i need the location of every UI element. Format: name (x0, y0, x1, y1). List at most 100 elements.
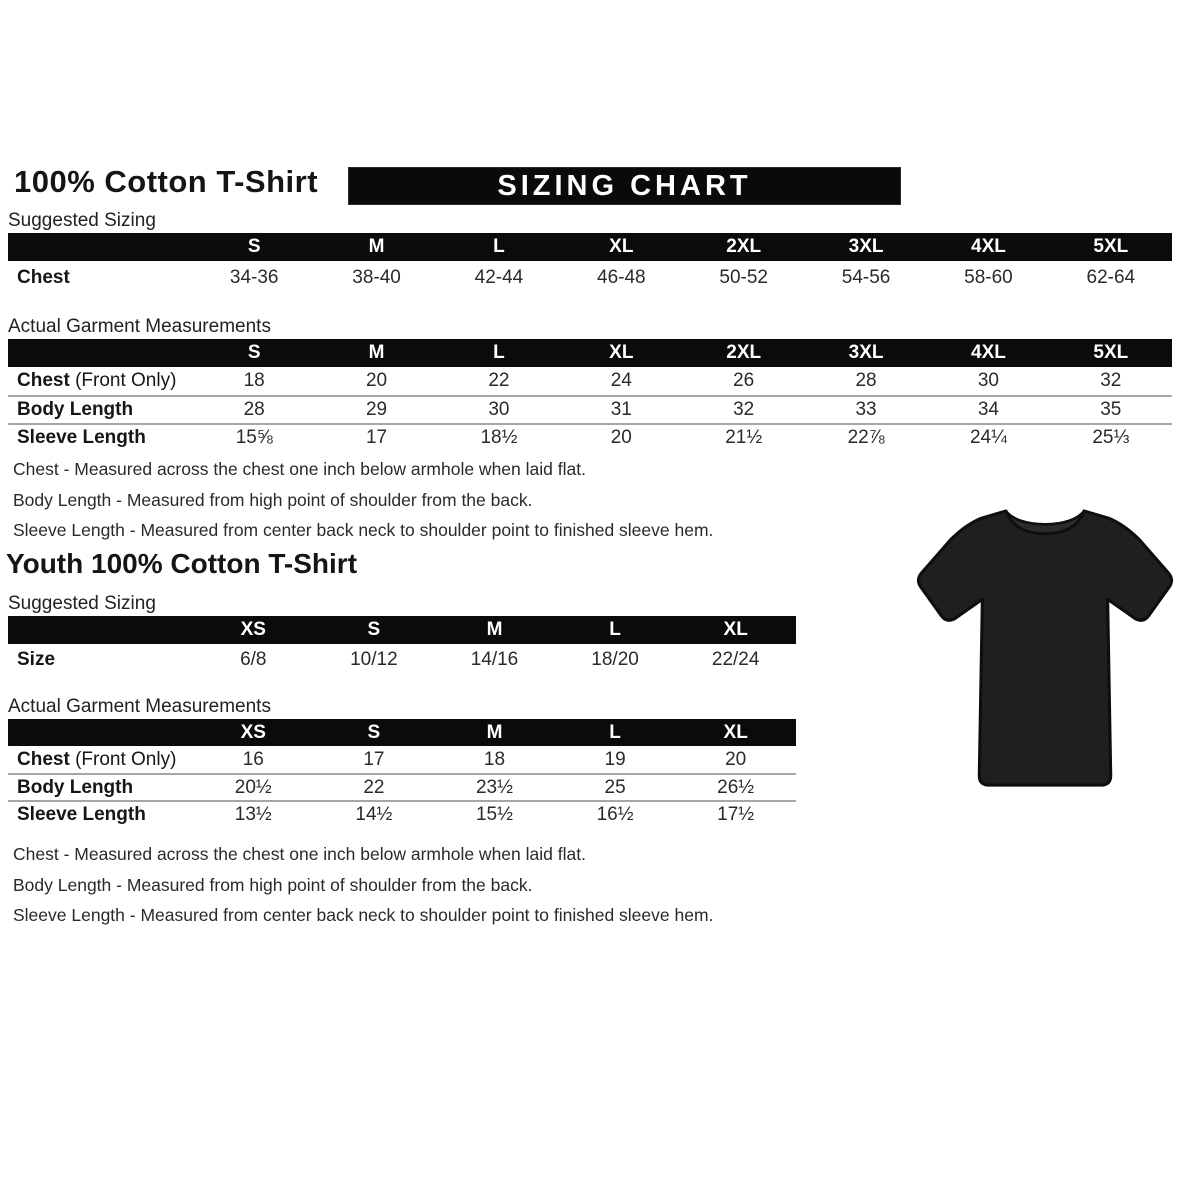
measurement-cell: 18½ (480, 427, 518, 448)
size-col-header: S (367, 721, 381, 743)
row-label: Sleeve Length (17, 427, 146, 448)
size-col-header: L (493, 236, 505, 257)
size-col-header: M (368, 342, 385, 363)
chest-range-cell: 46-48 (597, 266, 646, 288)
measurement-cell: 32 (733, 399, 755, 420)
size-col-header: 4XL (971, 342, 1006, 363)
adult-measurement-notes: Chest - Measured across the chest one in… (13, 459, 713, 551)
size-col-header: XL (609, 236, 634, 257)
measurement-cell: 20 (365, 370, 388, 391)
size-col-header: L (609, 721, 621, 743)
measurement-cell: 14½ (355, 803, 393, 825)
measurement-cell: 18 (243, 370, 265, 391)
measurement-note: Chest - Measured across the chest one in… (13, 459, 586, 479)
measurement-cell: 17 (363, 748, 385, 770)
adult-actual-measurements-table: S M L XL 2XL 3XL 4XL 5XL Chest (Front On… (8, 339, 1172, 451)
measurement-cell: 22 (488, 370, 510, 391)
measurement-cell: 22 (363, 776, 385, 798)
size-col-header: XL (723, 619, 748, 640)
size-range-cell: 10/12 (350, 648, 398, 670)
size-range-cell: 18/20 (591, 648, 639, 670)
adult-sleeve-length-row: Sleeve Length 15⅝ 17 18½ 20 21½ 22⅞ 24¼ … (8, 423, 1172, 451)
size-range-cell: 14/16 (470, 648, 519, 670)
youth-actual-measurements-table: XS S M L XL Chest (Front Only) 16 17 18 … (8, 719, 796, 827)
measurement-cell: 34 (977, 399, 999, 420)
adult-chest-row: Chest (Front Only) 18 20 22 24 26 28 30 … (8, 367, 1172, 395)
chest-range-cell: 58-60 (964, 266, 1013, 288)
row-label: Sleeve Length (17, 803, 146, 825)
size-col-header: 5XL (1093, 236, 1129, 257)
adult-suggested-header-row: S M L XL 2XL 3XL 4XL 5XL (8, 233, 1172, 261)
chest-range-cell: 54-56 (841, 266, 891, 288)
measurement-note: Sleeve Length - Measured from center bac… (13, 905, 714, 925)
size-col-header: S (247, 236, 261, 257)
measurement-cell: 26 (733, 370, 755, 391)
youth-chest-row: Chest (Front Only) 16 17 18 19 20 (8, 746, 796, 773)
measurement-cell: 20 (610, 427, 632, 448)
measurement-cell: 16½ (596, 803, 634, 825)
measurement-cell: 28 (855, 370, 877, 391)
measurement-cell: 30 (488, 399, 510, 420)
size-col-header: L (609, 619, 621, 640)
measurement-cell: 17½ (717, 803, 755, 825)
tshirt-graphic (916, 509, 1174, 787)
measurement-cell: 15½ (475, 803, 513, 825)
size-col-header: M (486, 619, 503, 640)
size-range-cell: 6/8 (240, 648, 267, 670)
size-range-cell: 22/24 (711, 648, 760, 670)
measurement-cell: 20 (725, 748, 747, 770)
size-col-header: XS (240, 721, 266, 743)
youth-body-length-row: Body Length 20½ 22 23½ 25 26½ (8, 773, 796, 800)
youth-suggested-sizing-table: XS S M L XL Size 6/8 10/12 14/16 18/20 2… (8, 616, 796, 675)
row-label: Body Length (17, 399, 134, 420)
sizing-chart-banner: SIZING CHART (348, 167, 901, 205)
measurement-cell: 28 (243, 399, 265, 420)
chest-range-cell: 34-36 (229, 266, 279, 288)
measurement-cell: 29 (365, 399, 388, 420)
measurement-note: Chest - Measured across the chest one in… (13, 844, 586, 864)
measurement-cell: 23½ (475, 776, 513, 798)
measurement-cell: 32 (1100, 370, 1122, 391)
row-label: Size (17, 648, 56, 670)
measurement-cell: 22⅞ (847, 427, 885, 448)
chest-range-cell: 50-52 (719, 266, 768, 288)
measurement-cell: 15⅝ (235, 427, 273, 448)
size-col-header: S (367, 619, 381, 640)
measurement-cell: 31 (610, 399, 632, 420)
measurement-cell: 20½ (234, 776, 272, 798)
measurement-cell: 17 (365, 427, 388, 448)
measurement-cell: 24 (610, 370, 632, 391)
measurement-cell: 13½ (234, 803, 272, 825)
chest-range-cell: 42-44 (474, 266, 524, 288)
measurement-cell: 26½ (717, 776, 755, 798)
youth-actual-header-row: XS S M L XL (8, 719, 796, 746)
size-col-header: 4XL (971, 236, 1006, 257)
size-col-header: XS (240, 619, 266, 640)
measurement-cell: 35 (1100, 399, 1122, 420)
measurement-cell: 18 (483, 748, 506, 770)
youth-size-row: Size 6/8 10/12 14/16 18/20 22/24 (8, 644, 796, 675)
measurement-cell: 24¼ (969, 427, 1007, 448)
youth-suggested-header-row: XS S M L XL (8, 616, 796, 644)
size-col-header: 5XL (1093, 342, 1129, 363)
measurement-note: Body Length - Measured from high point o… (13, 489, 533, 510)
row-label: Chest (Front Only) (17, 748, 177, 770)
measurement-cell: 25⅓ (1092, 427, 1130, 448)
chest-range-cell: 62-64 (1086, 266, 1136, 288)
youth-product-title: Youth 100% Cotton T-Shirt (6, 548, 358, 579)
black-tshirt-image (891, 474, 1199, 819)
size-col-header: M (486, 721, 503, 743)
size-col-header: L (493, 342, 505, 363)
measurement-cell: 21½ (725, 427, 763, 448)
size-col-header: 2XL (726, 342, 762, 363)
adult-chest-range-row: Chest 34-36 38-40 42-44 46-48 50-52 54-5… (8, 261, 1172, 294)
measurement-note: Sleeve Length - Measured from center bac… (13, 520, 714, 540)
youth-sleeve-length-row: Sleeve Length 13½ 14½ 15½ 16½ 17½ (8, 800, 796, 827)
measurement-cell: 19 (604, 748, 626, 770)
row-label: Body Length (17, 776, 134, 798)
size-col-header: XL (723, 721, 748, 743)
row-label: Chest (Front Only) (17, 370, 177, 391)
adult-body-length-row: Body Length 28 29 30 31 32 33 34 35 (8, 395, 1172, 423)
youth-measurement-notes: Chest - Measured across the chest one in… (13, 844, 713, 936)
